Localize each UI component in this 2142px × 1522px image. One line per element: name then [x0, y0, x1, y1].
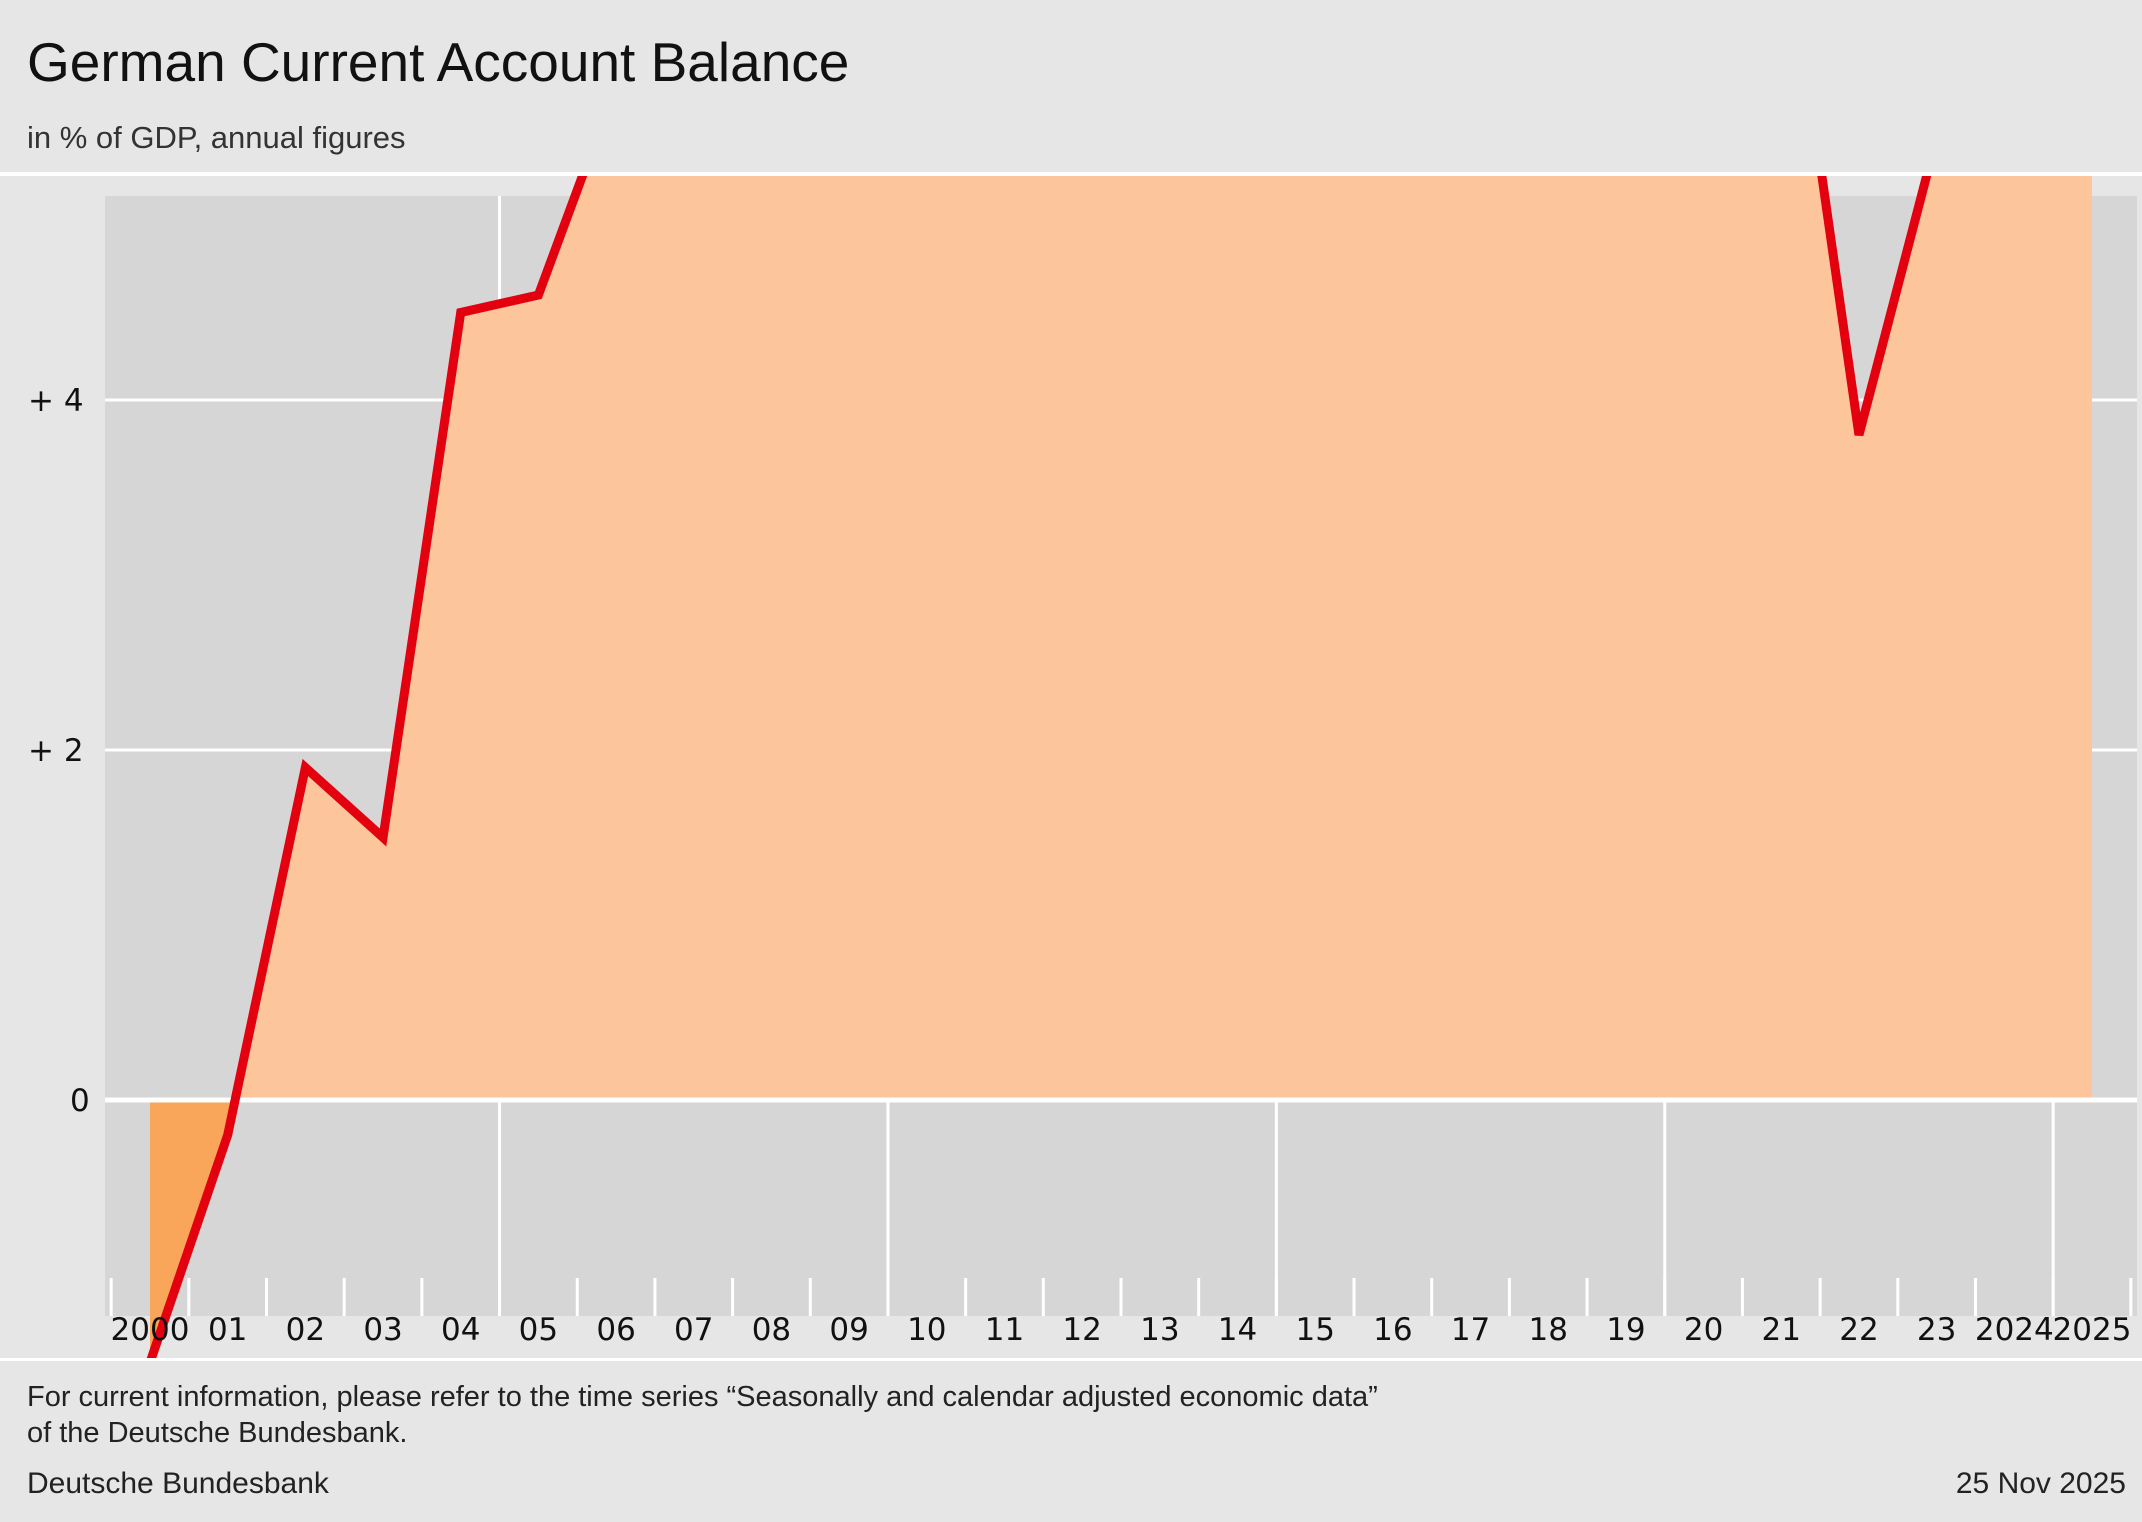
series-line-group	[146, 176, 1932, 1358]
x-tick-label: 2025	[2053, 1312, 2132, 1348]
x-tick-marks	[109, 1278, 2133, 1316]
x-tick-label: 22	[1839, 1312, 1878, 1348]
data-point-2002	[301, 764, 309, 772]
x-tick-label: 07	[674, 1312, 713, 1348]
x-tick-label: 15	[1295, 1312, 1334, 1348]
y-tick-label: + 4	[28, 383, 84, 419]
x-tick-label: 05	[519, 1312, 558, 1348]
source-label: Deutsche Bundesbank	[27, 1467, 329, 1500]
x-tick-label: 16	[1373, 1312, 1412, 1348]
x-tick-label: 11	[985, 1312, 1024, 1348]
chart-title: German Current Account Balance	[27, 31, 850, 93]
x-tick-label: 10	[907, 1312, 946, 1348]
x-tick-labels: 2000 01 02 03 04 05 06 07 08 09 10 11 12 13 14 15 16 17 18…	[111, 1312, 2132, 1348]
x-tick-label: 17	[1451, 1312, 1490, 1348]
x-tick-label: 06	[596, 1312, 635, 1348]
y-tick-labels: − 20+ 2+ 4+ 6+ 8+ 10	[28, 383, 90, 1119]
data-point-2004	[457, 309, 465, 317]
x-tick-label: 04	[441, 1312, 480, 1348]
x-tick-label: 21	[1762, 1312, 1801, 1348]
x-tick-label: 23	[1917, 1312, 1956, 1348]
footnote-line-1: For current information, please refer to…	[27, 1381, 1378, 1413]
chart-area: − 20+ 2+ 4+ 6+ 8+ 10 2000010203040506070…	[0, 176, 2142, 1358]
x-tick-label: 19	[1606, 1312, 1645, 1348]
x-tick-label: 14	[1218, 1312, 1257, 1348]
x-tick-label: 2000	[111, 1312, 190, 1348]
y-tick-label: + 2	[28, 733, 84, 769]
x-tick-label: 01	[208, 1312, 247, 1348]
chart-header: German Current Account Balance in % of G…	[0, 0, 2142, 172]
x-tick-label: 08	[752, 1312, 791, 1348]
x-tick-label: 09	[829, 1312, 868, 1348]
data-point-2022	[1855, 431, 1863, 439]
chart-footer: For current information, please refer to…	[0, 1361, 2142, 1522]
x-tick-label: 18	[1529, 1312, 1568, 1348]
area-positive	[235, 176, 2092, 1100]
data-point-2001	[224, 1131, 232, 1139]
x-tick-label: 02	[286, 1312, 325, 1348]
x-tick-label: 20	[1684, 1312, 1723, 1348]
data-point-2003	[379, 834, 387, 842]
date-label: 25 Nov 2025	[1955, 1467, 2126, 1500]
chart-subtitle: in % of GDP, annual figures	[27, 120, 406, 155]
x-tick-label: 2024	[1975, 1312, 2054, 1348]
series-line	[146, 176, 1932, 1358]
footnote-line-2: of the Deutsche Bundesbank.	[27, 1417, 408, 1449]
x-tick-label: 12	[1062, 1312, 1101, 1348]
data-point-2005	[534, 291, 542, 299]
y-tick-label: 0	[70, 1083, 90, 1119]
x-tick-label: 13	[1140, 1312, 1179, 1348]
x-tick-label: 03	[363, 1312, 402, 1348]
